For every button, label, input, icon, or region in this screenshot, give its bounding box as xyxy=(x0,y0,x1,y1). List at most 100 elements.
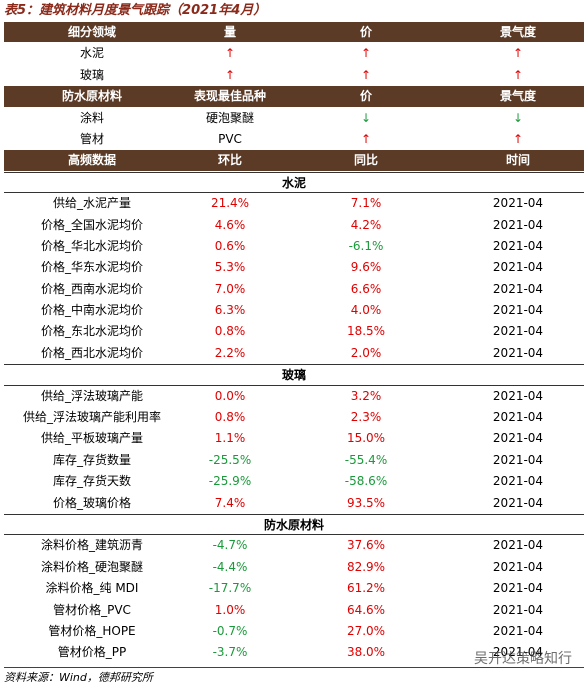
cell: ↑ xyxy=(224,67,236,82)
cell: 供给_浮法玻璃产能利用率 xyxy=(22,410,161,425)
cell: 库存_存货数量 xyxy=(52,452,131,467)
cell: 价 xyxy=(359,25,372,39)
cell: 2021-04 xyxy=(492,410,544,425)
row: 价格_玻璃价格 7.4% 93.5% 2021-04 xyxy=(4,493,584,514)
cell: 2021-04 xyxy=(492,260,544,275)
cell: 1.1% xyxy=(214,431,246,446)
cell: 高频数据 xyxy=(67,153,116,168)
section-row: 玻璃 xyxy=(4,364,584,386)
cell: 价格_西北水泥均价 xyxy=(40,345,143,360)
row: 管材价格_HOPE -0.7% 27.0% 2021-04 xyxy=(4,621,584,642)
row: 价格_华东水泥均价 5.3% 9.6% 2021-04 xyxy=(4,257,584,278)
section-title: 水泥 xyxy=(281,175,306,190)
cell: 1.0% xyxy=(214,602,246,617)
header-row: 防水原材料 表现最佳品种 价 景气度 xyxy=(4,86,584,108)
cell: -25.9% xyxy=(208,474,252,489)
cell: 9.6% xyxy=(350,260,382,275)
cell: 38.0% xyxy=(346,645,386,660)
cell: -55.4% xyxy=(344,452,388,467)
cell: 21.4% xyxy=(210,196,250,211)
row: 管材价格_PVC 1.0% 64.6% 2021-04 xyxy=(4,600,584,621)
row: 库存_存货天数 -25.9% -58.6% 2021-04 xyxy=(4,471,584,492)
cell: 表现最佳品种 xyxy=(193,89,266,104)
cell: 价格_西南水泥均价 xyxy=(40,281,143,296)
row: 价格_西北水泥均价 2.2% 2.0% 2021-04 xyxy=(4,343,584,364)
cell: 环比 xyxy=(217,153,242,168)
row: 价格_全国水泥均价 4.6% 4.2% 2021-04 xyxy=(4,215,584,236)
cell: 7.1% xyxy=(350,196,382,211)
cell: 4.6% xyxy=(214,217,246,232)
cell: 价格_中南水泥均价 xyxy=(40,303,143,318)
header-row: 细分领域 量 价 景气度 xyxy=(4,22,584,44)
cell: 时间 xyxy=(505,153,530,168)
cell: 水泥 xyxy=(79,46,104,61)
cell: ↓ xyxy=(360,110,372,125)
cell: 4.2% xyxy=(350,217,382,232)
cell: 2021-04 xyxy=(492,645,544,660)
cell: 2021-04 xyxy=(492,196,544,211)
cell: 64.6% xyxy=(346,602,386,617)
cell: -4.7% xyxy=(212,538,248,553)
cell: 防水原材料 xyxy=(61,89,122,104)
row: 涂料价格_纯 MDI -17.7% 61.2% 2021-04 xyxy=(4,578,584,599)
cell: 价格_玻璃价格 xyxy=(52,495,131,510)
title: 表5：建筑材料月度景气跟踪（2021年4月） xyxy=(4,3,267,18)
row: 管材价格_PP -3.7% 38.0% 2021-04 xyxy=(4,642,584,663)
row: 管材 PVC ↑ ↑ xyxy=(4,129,584,150)
cell: 管材价格_HOPE xyxy=(48,623,136,638)
cell: 管材价格_PVC xyxy=(53,602,131,617)
cell: 2021-04 xyxy=(492,345,544,360)
cell: 6.3% xyxy=(214,303,246,318)
cell: 涂料 xyxy=(79,110,104,125)
cell: 2021-04 xyxy=(492,581,544,596)
cell: 2021-04 xyxy=(492,602,544,617)
row: 价格_东北水泥均价 0.8% 18.5% 2021-04 xyxy=(4,321,584,342)
cell: -17.7% xyxy=(208,581,252,596)
cell: ↑ xyxy=(224,46,236,61)
section-row: 水泥 xyxy=(4,171,584,194)
row: 供给_平板玻璃产量 1.1% 15.0% 2021-04 xyxy=(4,428,584,449)
cell: ↑ xyxy=(360,46,372,61)
cell: 管材 xyxy=(79,131,104,146)
cell: 景气度 xyxy=(499,89,536,104)
cell: 0.8% xyxy=(214,324,246,339)
row: 涂料价格_建筑沥青 -4.7% 37.6% 2021-04 xyxy=(4,535,584,556)
cell: -3.7% xyxy=(212,645,248,660)
cell: 景气度 xyxy=(499,25,536,39)
section-row: 防水原材料 xyxy=(4,513,584,536)
cell: 价格_东北水泥均价 xyxy=(40,324,143,339)
row: 供给_浮法玻璃产能利用率 0.8% 2.3% 2021-04 xyxy=(4,407,584,428)
cell: 供给_水泥产量 xyxy=(52,196,131,211)
section-title: 防水原材料 xyxy=(263,517,324,532)
cell: 2.3% xyxy=(350,410,382,425)
cell: 93.5% xyxy=(346,495,386,510)
cell: 2021-04 xyxy=(492,452,544,467)
header-row: 高频数据 环比 同比 时间 xyxy=(4,150,584,172)
cell: 2021-04 xyxy=(492,303,544,318)
row: 价格_西南水泥均价 7.0% 6.6% 2021-04 xyxy=(4,279,584,300)
cell: 2.0% xyxy=(350,345,382,360)
cell: 7.4% xyxy=(214,495,246,510)
row: 涂料 硬泡聚醚 ↓ ↓ xyxy=(4,108,584,129)
cell: 2021-04 xyxy=(492,495,544,510)
cell: 2021-04 xyxy=(492,217,544,232)
cell: 2021-04 xyxy=(492,538,544,553)
cell: -4.4% xyxy=(212,559,248,574)
cell: 供给_浮法玻璃产能 xyxy=(40,388,143,403)
cell: -25.5% xyxy=(208,452,252,467)
cell: ↓ xyxy=(512,110,524,125)
cell: 2.2% xyxy=(214,345,246,360)
cell: 2021-04 xyxy=(492,238,544,253)
cell: ↑ xyxy=(360,67,372,82)
cell: 玻璃 xyxy=(79,67,104,82)
row: 价格_华北水泥均价 0.6% -6.1% 2021-04 xyxy=(4,236,584,257)
cell: 15.0% xyxy=(346,431,386,446)
cell: -0.7% xyxy=(212,623,248,638)
cell: -58.6% xyxy=(344,474,388,489)
cell: 61.2% xyxy=(346,581,386,596)
section-title: 玻璃 xyxy=(281,368,306,383)
cell: 18.5% xyxy=(346,324,386,339)
cell: 2021-04 xyxy=(492,474,544,489)
cell: 0.8% xyxy=(214,410,246,425)
